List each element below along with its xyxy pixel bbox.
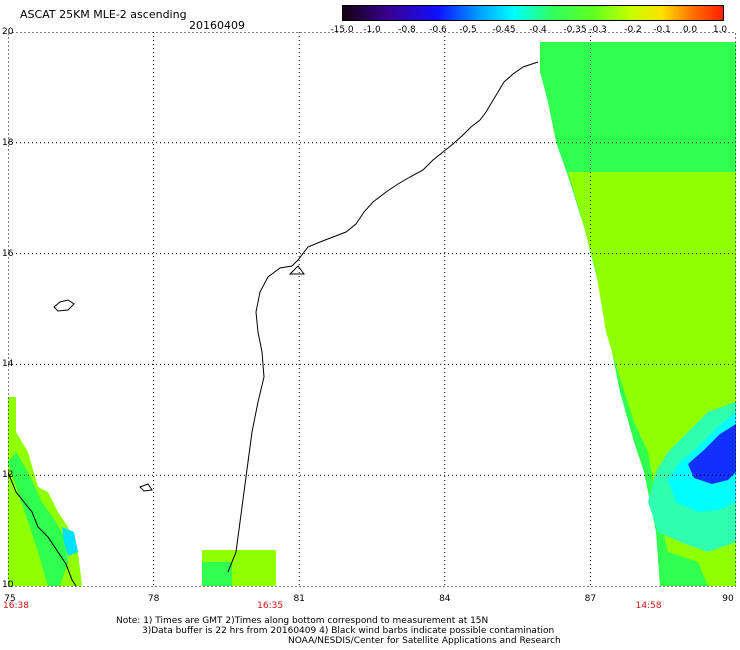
right-swath-blue bbox=[688, 424, 736, 484]
latitude-label: 20 bbox=[2, 27, 14, 37]
latitude-label: 14 bbox=[2, 359, 14, 370]
left-swath-cyan bbox=[62, 527, 78, 556]
colorbar-labels: -15.0 -1.0 -0.8 -0.6 -0.5 -0.45 -0.4 -0.35 -0.3 -… bbox=[330, 25, 730, 37]
pass-time-label: 16:38 bbox=[3, 601, 29, 611]
date-label: 20160409 bbox=[189, 19, 245, 32]
colorbar-label: -0.1 bbox=[653, 25, 671, 35]
colorbar-label: -0.2 bbox=[624, 25, 642, 35]
colorbar bbox=[342, 5, 724, 21]
colorbar-label: -1.0 bbox=[363, 25, 381, 35]
latitude-label: 10 bbox=[2, 580, 14, 590]
note-line-2: 3)Data buffer is 22 hrs from 20160409 4)… bbox=[142, 626, 555, 636]
island-small bbox=[139, 483, 153, 492]
colorbar-label: -0.35 bbox=[563, 25, 587, 35]
colorbar-label: -0.6 bbox=[429, 25, 447, 35]
colorbar-label: -0.4 bbox=[529, 25, 547, 35]
latitude-label: 12 bbox=[2, 470, 14, 481]
pass-time-label: 14:58 bbox=[635, 601, 662, 611]
coastline bbox=[8, 61, 539, 587]
map-frame bbox=[8, 32, 736, 587]
island-sri-lanka bbox=[53, 299, 75, 312]
longitude-label: 81 bbox=[293, 594, 305, 604]
note-line-1: Note: 1) Times are GMT 2)Times along bot… bbox=[116, 616, 489, 626]
chart-title: ASCAT 25KM MLE-2 ascending bbox=[20, 8, 187, 21]
longitude-label: 87 bbox=[584, 594, 597, 604]
colorbar-label: 0.0 bbox=[682, 25, 698, 35]
notes: Note: 1) Times are GMT 2)Times along bot… bbox=[116, 616, 561, 646]
lat-lon-grid bbox=[8, 32, 736, 587]
colorbar-label: -0.5 bbox=[459, 25, 477, 35]
map-panel bbox=[8, 32, 736, 587]
colorbar-label: 1.0 bbox=[712, 25, 728, 35]
latitude-label: 18 bbox=[2, 137, 14, 148]
longitude-label: 84 bbox=[439, 594, 451, 604]
middle-swath-green bbox=[202, 562, 232, 586]
note-line-3: NOAA/NESDIS/Center for Satellite Applica… bbox=[288, 636, 561, 646]
longitude-label: 75 bbox=[4, 594, 16, 604]
island-delta bbox=[288, 265, 305, 275]
wind-swaths bbox=[8, 42, 736, 586]
longitude-label: 78 bbox=[147, 594, 160, 604]
longitude-label: 90 bbox=[722, 594, 734, 604]
left-swath-green bbox=[8, 452, 68, 586]
colorbar-label: -0.45 bbox=[492, 25, 516, 35]
pass-time-label: 16:35 bbox=[257, 601, 284, 611]
colorbar-label: -0.8 bbox=[398, 25, 416, 35]
latitude-label: 16 bbox=[2, 248, 14, 259]
colorbar-label: -15.0 bbox=[330, 25, 354, 35]
colorbar-label: -0.3 bbox=[589, 25, 607, 35]
